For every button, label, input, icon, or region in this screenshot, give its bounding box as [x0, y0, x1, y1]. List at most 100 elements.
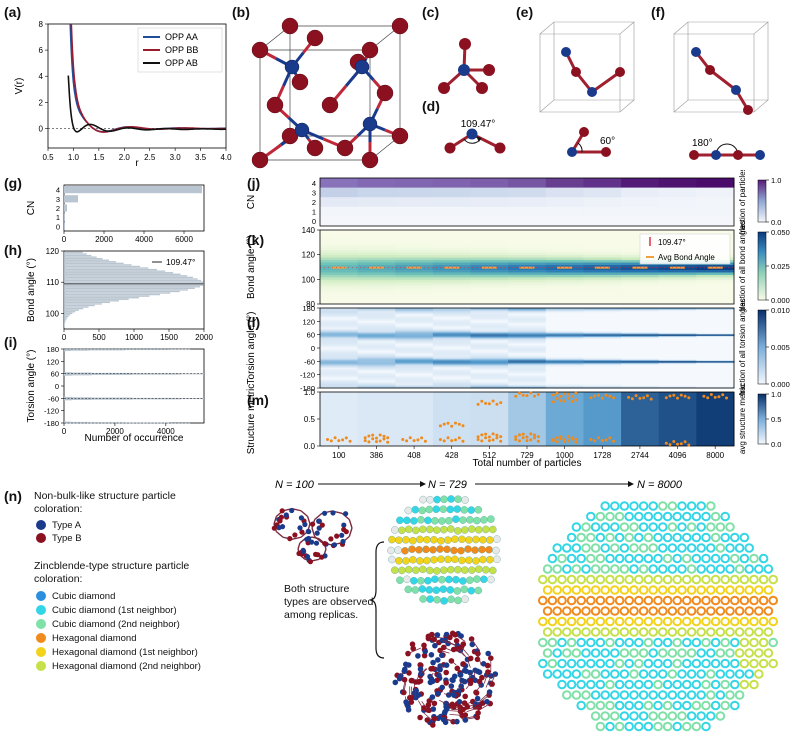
angle-cell	[508, 232, 547, 236]
metric-point	[555, 391, 559, 395]
torsion-cell	[357, 375, 396, 377]
cn-cell	[470, 187, 509, 198]
ring	[581, 606, 591, 616]
cn-cell	[320, 216, 359, 227]
torsion-cell	[320, 319, 359, 321]
angle-cell	[470, 259, 509, 263]
atom	[479, 555, 487, 564]
torsion-cell	[357, 331, 396, 333]
torsion-cell	[508, 366, 547, 369]
metric-point	[499, 439, 503, 443]
y-tick-label: -180	[44, 419, 59, 428]
angle-cell	[432, 249, 472, 253]
torsion-cell	[357, 382, 396, 385]
ring	[701, 616, 711, 627]
torsion-cell	[432, 367, 472, 369]
torsion-cell	[357, 315, 396, 317]
ring	[648, 711, 658, 721]
torsion-cell	[545, 309, 584, 312]
ring	[653, 679, 663, 690]
torsion-cell	[320, 339, 359, 341]
torsion-cell	[696, 381, 735, 384]
metric-point	[521, 436, 525, 440]
torsion-cell	[583, 373, 622, 376]
torsion-cell	[432, 359, 472, 361]
torsion-cell	[508, 317, 547, 320]
cn-bar	[64, 186, 202, 194]
torsion-cell	[470, 370, 509, 372]
torsion-cell	[583, 323, 622, 325]
ring	[542, 606, 553, 616]
torsion-cell	[658, 336, 697, 338]
torsion-cell	[470, 375, 509, 377]
torsion-cell	[696, 374, 735, 377]
torsion-cell	[621, 364, 660, 367]
torsion-cell	[545, 330, 584, 332]
ring	[610, 627, 620, 637]
atom	[457, 671, 464, 678]
ring	[715, 543, 726, 553]
bond	[477, 653, 482, 666]
torsion-cell	[696, 367, 735, 369]
legend-ab: OPP AB	[165, 58, 198, 68]
ring	[571, 585, 582, 595]
atom	[454, 495, 462, 503]
torsion-cell	[583, 354, 622, 356]
y-tick-label: 6	[39, 46, 44, 55]
torsion-cell	[508, 348, 547, 351]
torsion-bar	[64, 397, 92, 399]
ring	[571, 606, 582, 616]
ring	[614, 658, 625, 669]
metric-point	[709, 393, 713, 396]
atom	[447, 565, 455, 574]
torsion-cell	[395, 355, 434, 357]
torsion-cell	[508, 350, 547, 353]
y-tick-label: 60	[51, 370, 59, 379]
torsion-cell	[395, 322, 434, 324]
torsion-cell	[583, 331, 622, 333]
y-tick-label: -180	[300, 384, 315, 393]
atom	[440, 525, 448, 534]
torsion-cell	[508, 353, 547, 355]
ring	[614, 721, 625, 732]
torsion-cell	[432, 318, 472, 321]
ring	[710, 532, 721, 543]
ring	[758, 637, 769, 648]
angle-cell	[508, 257, 547, 261]
torsion-cell	[357, 348, 396, 351]
cn-cell	[508, 216, 547, 227]
torsion-cell	[432, 379, 472, 381]
angle-cell	[508, 284, 547, 288]
metric-point	[597, 436, 600, 440]
panel-label-h: (h)	[4, 242, 22, 258]
torsion-cell	[621, 376, 660, 378]
torsion-cell	[621, 313, 660, 315]
ring	[754, 648, 764, 658]
angle-cell	[432, 301, 472, 305]
cn-cell	[320, 206, 359, 217]
ring	[672, 721, 682, 732]
ring	[566, 553, 577, 564]
metric-point	[438, 438, 442, 441]
angle-cell	[357, 276, 396, 280]
torsion-cell	[357, 349, 396, 352]
ring	[600, 690, 610, 700]
atom	[473, 575, 481, 583]
atom	[465, 556, 473, 564]
atom	[446, 586, 455, 594]
cn-cell	[508, 187, 547, 198]
ring	[576, 574, 587, 585]
torsion-cell	[583, 316, 622, 318]
torsion-cell	[658, 384, 697, 386]
atom	[292, 532, 298, 538]
ring	[672, 658, 682, 669]
torsion-cell	[583, 348, 622, 351]
torsion-cell	[621, 343, 660, 345]
panel-label-i: (i)	[4, 334, 18, 350]
metric-point	[521, 393, 525, 397]
torsion-cell	[508, 344, 547, 346]
torsion-cell	[658, 324, 697, 327]
torsion-cell	[621, 351, 660, 353]
torsion-cell	[696, 352, 735, 354]
torsion-cell	[470, 330, 509, 332]
